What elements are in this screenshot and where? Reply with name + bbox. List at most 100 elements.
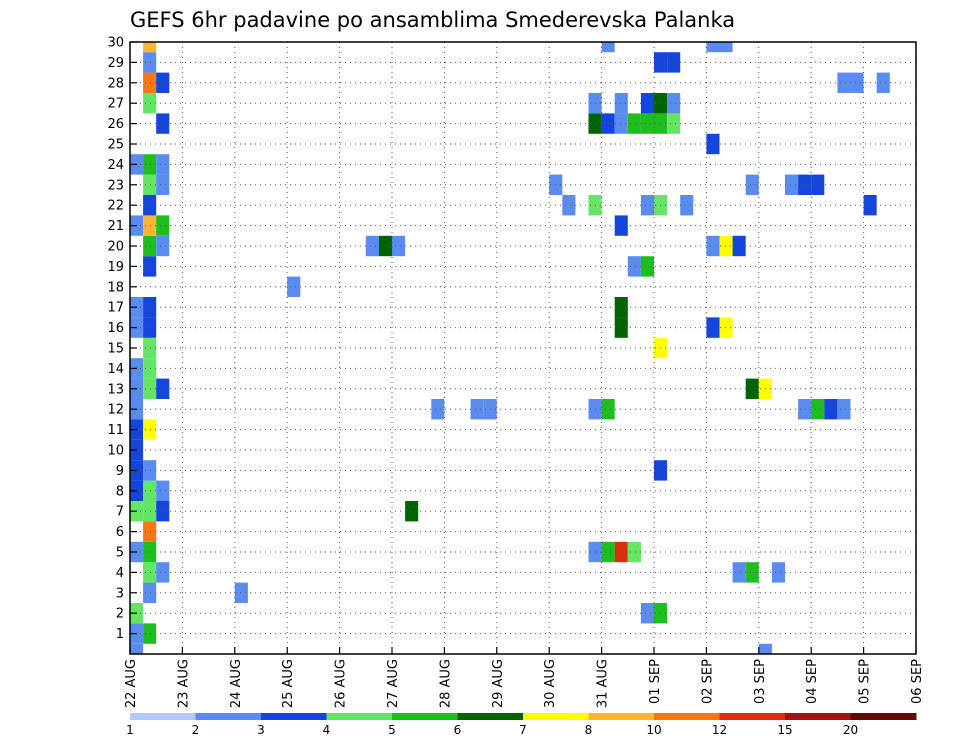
legend-label: 6 — [454, 723, 462, 737]
heatmap-cell — [470, 399, 484, 420]
heatmap-cell — [143, 195, 157, 216]
heatmap-cell — [837, 399, 851, 420]
heatmap-cell — [156, 72, 170, 93]
legend-swatch — [130, 713, 196, 720]
heatmap-cell — [234, 582, 248, 603]
heatmap-cell — [601, 541, 615, 563]
x-tick-label: 05 SEP — [858, 659, 873, 704]
x-tick-label: 27 AUG — [386, 659, 401, 708]
heatmap-cell — [706, 42, 720, 53]
y-tick-label: 30 — [107, 36, 124, 51]
y-tick-label: 2 — [116, 607, 124, 622]
legend-label: 7 — [519, 723, 527, 737]
legend-swatch — [326, 713, 393, 720]
x-tick-label: 02 SEP — [700, 659, 715, 704]
y-tick-label: 5 — [116, 546, 124, 561]
heatmap-cell — [837, 72, 851, 93]
y-tick-label: 1 — [116, 627, 124, 642]
heatmap-cell — [667, 52, 681, 73]
x-tick-label: 06 SEP — [910, 659, 925, 704]
heatmap-cell — [745, 378, 759, 399]
x-tick-label: 22 AUG — [124, 659, 139, 708]
heatmap-cell — [156, 174, 170, 195]
heatmap-cell — [627, 113, 641, 134]
heatmap-cell — [143, 480, 157, 501]
y-tick-label: 18 — [107, 280, 124, 295]
heatmap-cell — [627, 256, 641, 277]
heatmap-cell — [156, 501, 170, 522]
heatmap-cell — [156, 154, 170, 175]
y-tick-label: 25 — [107, 138, 124, 153]
heatmap-cell — [706, 133, 720, 155]
heatmap-cell — [706, 235, 720, 257]
heatmap-cell — [143, 52, 157, 73]
heatmap-cell — [614, 297, 628, 318]
heatmap-cell — [876, 72, 890, 93]
y-tick-label: 24 — [107, 158, 124, 173]
heatmap-cell — [640, 603, 654, 624]
legend-label: 3 — [257, 723, 265, 737]
heatmap-cell — [143, 501, 157, 522]
legend-swatch — [457, 713, 524, 720]
heatmap-cell — [143, 317, 157, 338]
heatmap-cell — [143, 235, 157, 257]
heatmap-cell — [614, 215, 628, 236]
heatmap-cell — [601, 399, 615, 420]
legend-swatch — [523, 713, 589, 720]
heatmap-cell — [130, 643, 144, 654]
legend-swatch — [785, 713, 851, 720]
heatmap-cell — [143, 93, 157, 114]
heatmap-cell — [732, 562, 746, 583]
legend-label: 15 — [777, 723, 792, 737]
y-tick-label: 19 — [107, 260, 124, 275]
heatmap-cell — [850, 72, 864, 93]
heatmap-cell — [156, 215, 170, 236]
x-tick-label: 29 AUG — [491, 659, 506, 708]
legend-label: 5 — [388, 723, 396, 737]
heatmap-cell — [732, 235, 746, 257]
legend: 1 2 3 4 5 6 7 8 10 12 15 20 — [126, 713, 917, 737]
heatmap-cell — [614, 317, 628, 338]
heatmap-cell — [640, 93, 654, 114]
heatmap-cell — [143, 42, 157, 53]
heatmap-cell — [680, 195, 694, 216]
y-tick-label: 17 — [107, 301, 124, 316]
legend-label: 20 — [843, 723, 858, 737]
heatmap-cell — [745, 174, 759, 195]
legend-swatch — [654, 713, 720, 720]
heatmap-cell — [392, 235, 406, 257]
heatmap-cell — [798, 399, 812, 420]
x-tick-label: 03 SEP — [753, 659, 768, 704]
chart-title: GEFS 6hr padavine po ansamblima Smederev… — [130, 8, 735, 32]
heatmap-cell — [143, 623, 157, 644]
heatmap-cell — [640, 256, 654, 277]
x-tick-label: 01 SEP — [648, 659, 663, 704]
x-tick-label: 28 AUG — [438, 659, 453, 708]
y-tick-label: 9 — [116, 464, 124, 479]
y-tick-label: 21 — [107, 219, 124, 234]
heatmap-cell — [143, 460, 157, 481]
y-tick-label: 22 — [107, 199, 124, 214]
legend-label: 8 — [585, 723, 593, 737]
y-tick-label: 23 — [107, 178, 124, 193]
heatmap-cell — [614, 93, 628, 114]
heatmap-cell — [143, 541, 157, 563]
grid-layer — [129, 41, 917, 654]
heatmap-cell — [156, 480, 170, 501]
y-tick-label: 26 — [107, 117, 124, 132]
legend-swatch — [392, 713, 458, 720]
x-tick-label: 04 SEP — [805, 659, 820, 704]
heatmap-cell — [706, 317, 720, 338]
x-tick-label: 31 AUG — [596, 659, 611, 708]
y-tick-label: 8 — [116, 484, 124, 499]
heatmap-cell — [431, 399, 445, 420]
legend-swatch — [261, 713, 327, 720]
heatmap-cell — [365, 235, 379, 257]
heatmap-cell — [143, 358, 157, 379]
y-tick-label: 4 — [116, 566, 124, 581]
legend-swatch — [719, 713, 786, 720]
legend-label: 2 — [192, 723, 200, 737]
heatmap-cell — [143, 521, 157, 542]
y-tick-label: 12 — [107, 403, 124, 418]
